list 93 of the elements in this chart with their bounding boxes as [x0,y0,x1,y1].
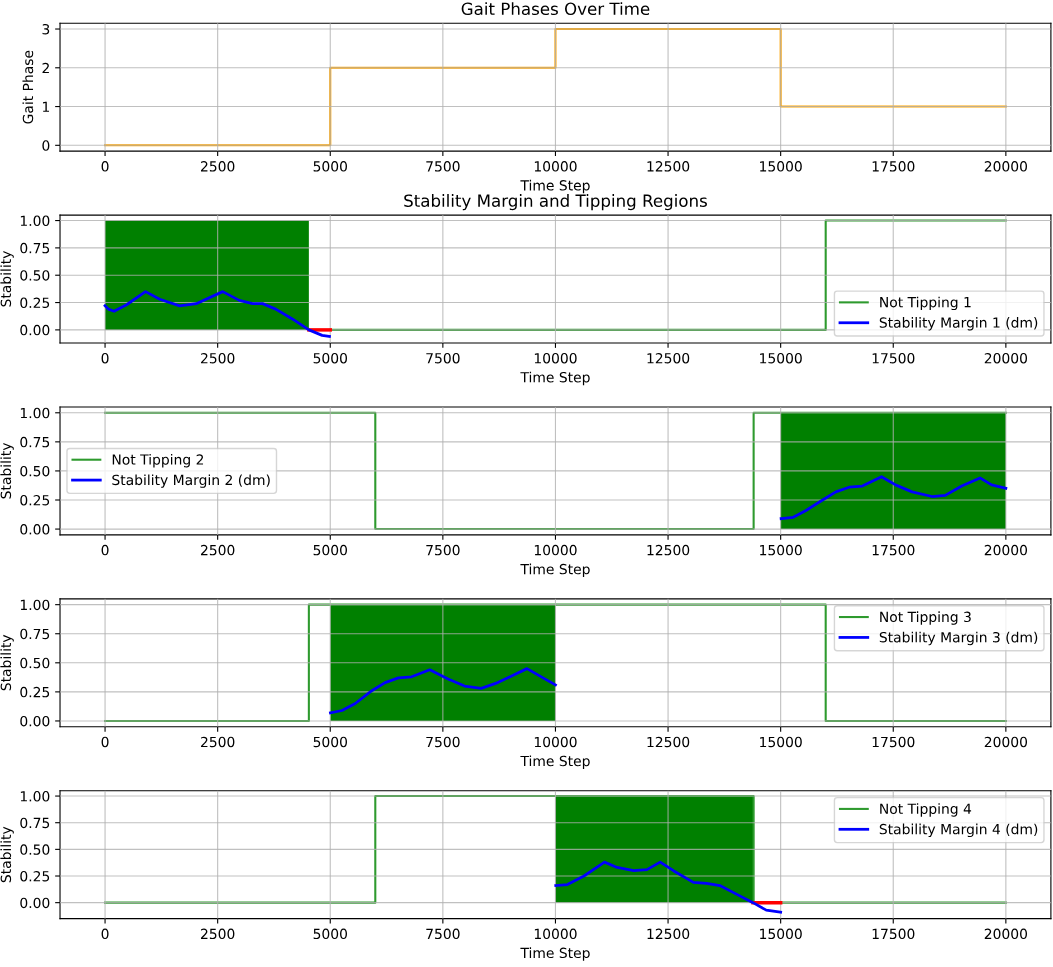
x-tick-label: 2500 [201,161,235,172]
x-tick-label: 12500 [647,352,690,364]
legend-label: Not Tipping 2 [112,454,204,468]
x-tick-label: 20000 [984,161,1028,172]
legend-label: Stability Margin 1 (dm) [879,317,1038,331]
y-tick-label: 0.00 [20,715,50,727]
x-tick-label: 5000 [313,161,348,172]
x-tick-label: 7500 [426,544,460,556]
y-axis-title: Stability [0,442,14,499]
legend-label: Stability Margin 3 (dm) [879,631,1038,646]
x-tick-label: 15000 [760,928,802,940]
x-tick-label: 5000 [313,544,348,556]
x-tick-label: 17500 [872,161,915,172]
y-tick-label: 2 [42,62,49,74]
x-tick-label: 20000 [984,736,1028,748]
x-tick-label: 2500 [201,544,235,556]
chart-title: Gait Phases Over Time [461,2,650,16]
x-tick-label: 7500 [426,736,460,748]
x-tick-label: 5000 [313,928,348,940]
y-tick-label: 0.75 [20,242,50,254]
line-series [329,667,557,715]
y-tick-label: 0.50 [20,270,50,281]
y-tick-label: 0.00 [20,524,50,535]
x-axis-title: Time Step [520,371,590,386]
x-tick-label: 2500 [201,928,235,940]
y-axis-title: Gait Phase [22,50,34,124]
x-tick-label: 7500 [426,928,460,940]
x-tick-label: 2500 [201,352,235,364]
x-tick-label: 15000 [760,352,802,364]
line-series [554,860,783,914]
y-tick-label: 0.75 [20,628,50,640]
y-tick-label: 0.75 [20,817,50,829]
y-tick-label: 0.00 [20,324,50,336]
x-tick-label: 10000 [534,736,577,748]
chart-title: Stability Margin and Tipping Regions [404,194,707,211]
y-tick-label: 0.00 [20,897,50,909]
x-tick-label: 10000 [534,928,577,940]
y-tick-label: 1.00 [20,599,50,611]
x-tick-label: 10000 [534,352,577,364]
y-axis-title: Stability [0,251,14,307]
x-tick-label: 10000 [534,161,577,172]
x-tick-label: 12500 [647,161,690,172]
x-tick-label: 20000 [984,352,1028,364]
y-tick-label: 0.25 [20,686,50,698]
x-tick-label: 15000 [760,544,802,556]
legend-label: Not Tipping 3 [880,611,971,625]
x-tick-label: 17500 [872,352,915,364]
y-tick-label: 0.50 [20,844,50,855]
y-tick-label: 3 [42,23,50,35]
x-axis-title: Time Step [520,755,590,769]
y-tick-label: 0.25 [20,870,50,882]
x-tick-label: 0 [101,161,109,172]
y-axis-title: Stability [0,634,14,691]
y-tick-label: 0.50 [20,465,50,477]
x-axis-title: Time Step [520,179,590,194]
y-tick-label: 1 [42,101,50,112]
x-tick-label: 15000 [760,161,802,172]
x-tick-label: 12500 [647,544,690,556]
y-tick-label: 0.50 [20,657,50,669]
legend-label: Not Tipping 1 [880,296,971,311]
y-tick-label: 0 [42,140,50,151]
x-tick-label: 7500 [426,161,460,172]
x-tick-label: 7500 [426,352,460,364]
line-series [779,475,1008,520]
x-tick-label: 17500 [872,544,915,556]
x-tick-label: 5000 [313,352,348,364]
y-tick-label: 1.00 [20,215,50,227]
x-tick-label: 10000 [534,544,577,556]
y-tick-label: 0.25 [20,297,50,309]
line-series [103,290,331,338]
x-axis-title: Time Step [520,563,590,578]
y-tick-label: 1.00 [20,791,50,802]
x-tick-label: 5000 [313,736,348,748]
x-tick-label: 20000 [984,928,1028,940]
legend-label: Stability Margin 4 (dm) [879,823,1038,838]
x-axis-title: Time Step [520,947,590,961]
x-tick-label: 15000 [760,736,802,748]
x-tick-label: 0 [101,736,109,748]
y-tick-label: 0.25 [20,494,50,506]
y-axis-title: Stability [0,826,14,883]
x-tick-label: 2500 [201,736,235,748]
x-tick-label: 17500 [872,736,915,748]
x-tick-label: 0 [101,352,109,364]
x-tick-label: 12500 [647,736,690,748]
y-tick-label: 1.00 [20,407,50,419]
x-tick-label: 20000 [984,544,1028,556]
x-tick-label: 12500 [647,928,690,940]
legend-label: Not Tipping 4 [880,803,972,817]
y-tick-label: 0.75 [20,436,50,448]
x-tick-label: 17500 [872,928,915,940]
legend-label: Stability Margin 2 (dm) [112,474,270,488]
x-tick-label: 0 [101,544,109,556]
x-tick-label: 0 [101,928,109,940]
